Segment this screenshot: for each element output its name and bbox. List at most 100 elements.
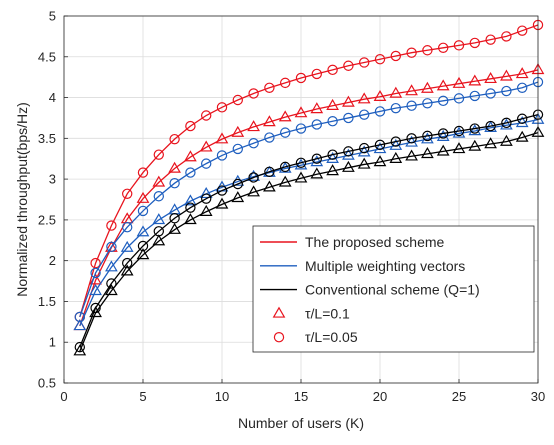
triangle-marker (389, 86, 403, 98)
circle-marker (106, 220, 117, 231)
circle-marker (169, 213, 180, 224)
circle-marker (90, 267, 101, 279)
triangle-marker (436, 129, 450, 141)
triangle-marker (136, 191, 150, 203)
legend-entry: The proposed scheme (260, 234, 445, 250)
circle-marker (280, 161, 291, 173)
circle-marker (248, 138, 259, 149)
circle-marker (438, 128, 449, 139)
circle-marker (121, 222, 133, 233)
circle-marker (422, 130, 433, 142)
triangle-marker (310, 102, 324, 114)
triangle-marker (89, 306, 102, 318)
circle-marker (74, 341, 86, 353)
x-tick-label: 0 (60, 389, 67, 404)
circle-marker (453, 93, 465, 104)
triangle-marker (231, 125, 245, 137)
triangle-marker (452, 142, 466, 154)
x-tick-label: 10 (215, 389, 229, 404)
circle-marker (153, 149, 164, 160)
y-tick-label: 3 (49, 172, 56, 187)
triangle-marker (373, 142, 387, 154)
axis-ticks: 0 5 10 15 20 25 30 0.5 1 1.5 2 2.5 3 3.5 4 4.5 5 (38, 9, 545, 405)
legend-entry: Multiple weighting vectors (260, 258, 465, 274)
circle-marker (485, 88, 496, 99)
triangle-marker (436, 144, 450, 156)
triangle-marker (500, 69, 513, 81)
triangle-marker (247, 120, 260, 132)
legend-label: Conventional scheme (Q=1) (305, 282, 480, 298)
legend-circle-swatch (273, 332, 285, 343)
circle-marker (406, 133, 417, 144)
triangle-marker (421, 132, 434, 144)
circle-marker (501, 85, 512, 97)
circle-marker (200, 193, 212, 204)
circle-marker (422, 98, 433, 109)
triangle-marker (342, 95, 355, 107)
circle-marker (295, 157, 307, 168)
circle-marker (185, 167, 196, 178)
circle-marker (359, 57, 370, 68)
circle-marker (248, 88, 259, 99)
triangle-marker (326, 98, 339, 110)
triangle-marker (152, 213, 166, 225)
circle-marker (343, 112, 354, 124)
y-tick-label: 2.5 (38, 212, 56, 227)
triangle-marker (357, 157, 371, 169)
legend-label: τ/L=0.1 (305, 305, 350, 321)
circle-marker (406, 47, 417, 58)
triangle-marker (342, 160, 355, 172)
legend-label: τ/L=0.05 (305, 329, 358, 345)
circle-marker (359, 109, 370, 120)
legend-entry: Conventional scheme (Q=1) (260, 282, 480, 298)
triangle-marker (310, 155, 324, 167)
circle-marker (106, 241, 117, 253)
triangle-marker (120, 240, 134, 252)
triangle-marker (184, 150, 197, 162)
triangle-marker (421, 147, 434, 159)
series-line (79, 81, 539, 318)
triangle-marker (500, 118, 513, 130)
circle-marker (453, 40, 465, 51)
legend-label: Multiple weighting vectors (305, 258, 465, 274)
circle-marker (374, 139, 386, 151)
triangle-marker (389, 151, 403, 163)
circle-marker (295, 123, 307, 134)
circle-marker (280, 77, 291, 89)
series-line (79, 24, 539, 318)
circle-marker (216, 150, 228, 161)
triangle-marker (168, 222, 181, 234)
circle-marker (169, 133, 180, 145)
circle-marker (121, 188, 133, 199)
circle-marker (374, 106, 386, 117)
y-tick-label: 2 (49, 253, 56, 268)
triangle-marker (73, 344, 87, 356)
x-tick-label: 5 (139, 389, 146, 404)
legend-entry: τ/L=0.1 (272, 305, 350, 321)
circle-marker (359, 142, 370, 154)
triangle-marker (168, 161, 181, 173)
circle-marker (264, 132, 275, 143)
circle-marker (169, 177, 180, 189)
circle-marker (311, 119, 322, 130)
triangle-marker (468, 74, 482, 86)
circle-marker (327, 116, 338, 127)
triangle-marker (357, 145, 371, 157)
circle-marker (469, 90, 480, 102)
circle-marker (406, 100, 417, 111)
circle-marker (517, 82, 528, 93)
triangle-marker (484, 71, 497, 84)
circle-marker (485, 34, 496, 45)
circle-marker (185, 120, 196, 132)
triangle-marker (405, 149, 418, 161)
triangle-marker (231, 191, 245, 203)
circle-marker (106, 278, 117, 289)
triangle-marker (199, 140, 213, 152)
triangle-marker (452, 126, 466, 138)
circle-marker (485, 120, 496, 132)
triangle-marker (421, 81, 434, 93)
triangle-marker (310, 167, 324, 179)
circle-marker (517, 25, 528, 36)
circle-marker (327, 64, 338, 76)
